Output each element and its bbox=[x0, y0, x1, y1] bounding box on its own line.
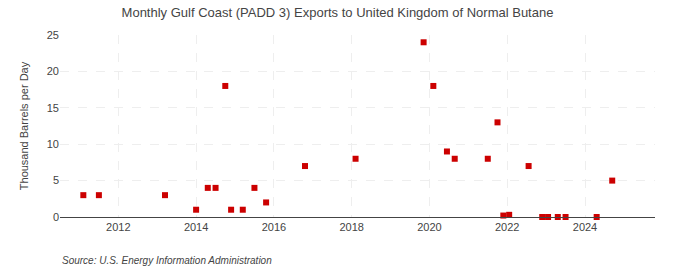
svg-text:Source: U.S. Energy Informatio: Source: U.S. Energy Information Administ… bbox=[62, 255, 272, 266]
svg-text:2016: 2016 bbox=[262, 221, 286, 233]
svg-text:10: 10 bbox=[47, 138, 59, 150]
svg-text:2020: 2020 bbox=[417, 221, 441, 233]
svg-text:2014: 2014 bbox=[184, 221, 208, 233]
svg-text:0: 0 bbox=[53, 211, 59, 223]
svg-text:2024: 2024 bbox=[573, 221, 597, 233]
svg-text:20: 20 bbox=[47, 65, 59, 77]
svg-text:5: 5 bbox=[53, 174, 59, 186]
svg-text:2012: 2012 bbox=[106, 221, 130, 233]
svg-text:2022: 2022 bbox=[495, 221, 519, 233]
svg-text:Thousand Barrels per Day: Thousand Barrels per Day bbox=[18, 61, 30, 190]
svg-text:15: 15 bbox=[47, 102, 59, 114]
svg-text:25: 25 bbox=[47, 29, 59, 41]
svg-text:Monthly Gulf Coast (PADD 3) Ex: Monthly Gulf Coast (PADD 3) Exports to U… bbox=[122, 5, 554, 20]
svg-text:2018: 2018 bbox=[339, 221, 363, 233]
